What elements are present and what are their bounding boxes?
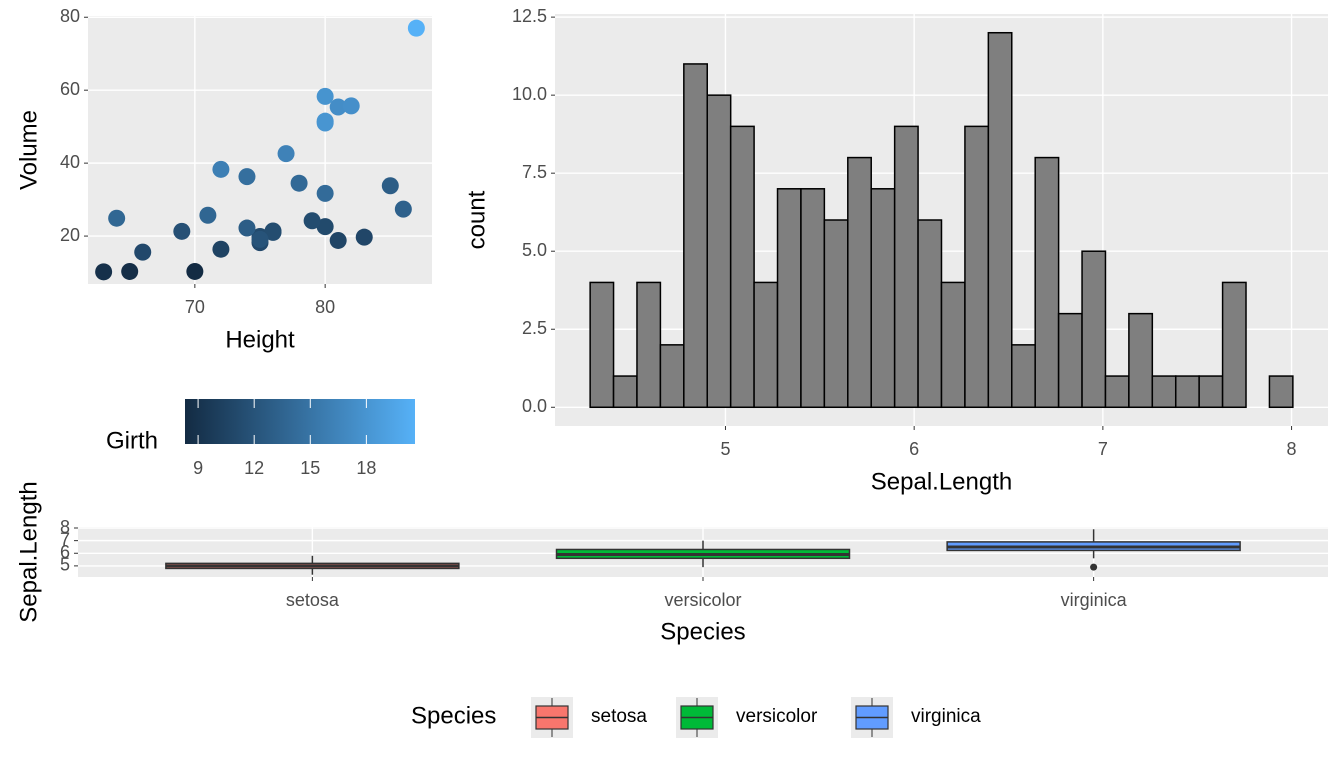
point <box>212 240 230 258</box>
x-tick-label: 8 <box>1287 439 1297 459</box>
point <box>342 97 360 115</box>
y-tick-label: 5.0 <box>522 240 547 260</box>
bar <box>589 281 615 409</box>
y-tick-label: 0.0 <box>522 396 547 416</box>
y-axis-title: Sepal.Length <box>15 481 42 622</box>
point <box>329 98 347 116</box>
x-tick-label: 70 <box>185 297 205 317</box>
bar <box>1198 375 1224 409</box>
x-axis-title: Species <box>660 618 745 645</box>
x-axis-title: Sepal.Length <box>871 468 1012 495</box>
y-tick-label: 60 <box>60 79 80 99</box>
bar <box>1057 312 1083 409</box>
colorbar-label: 18 <box>356 458 376 478</box>
bar <box>729 125 755 409</box>
point <box>290 174 308 192</box>
legend-label: setosa <box>591 706 647 727</box>
y-tick-label: 6 <box>60 542 70 562</box>
x-axis-title: Height <box>225 326 295 353</box>
bar <box>1081 250 1107 409</box>
bar <box>683 63 708 409</box>
colorbar-label: 15 <box>300 458 320 478</box>
x-tick-label: 6 <box>909 439 919 459</box>
point <box>95 263 113 281</box>
point <box>186 262 204 280</box>
bar <box>917 219 943 409</box>
bar <box>893 125 919 409</box>
point <box>121 262 139 280</box>
y-tick-label: 40 <box>60 152 80 172</box>
y-tick-label: 2.5 <box>522 318 547 338</box>
bar <box>776 188 802 409</box>
bar <box>1011 344 1036 409</box>
bar <box>964 125 990 409</box>
bar <box>800 188 826 409</box>
bar <box>1268 375 1294 409</box>
x-tick-label: setosa <box>286 590 340 610</box>
point <box>316 184 334 202</box>
y-tick-label: 80 <box>60 6 80 26</box>
x-tick-label: 7 <box>1098 439 1108 459</box>
outlier <box>1090 563 1098 571</box>
point <box>329 231 347 249</box>
point <box>277 145 295 163</box>
point <box>108 209 126 227</box>
legend-title: Girth <box>106 427 158 454</box>
point <box>238 219 256 237</box>
bar <box>1034 156 1060 409</box>
point <box>134 243 152 261</box>
bar <box>940 281 966 409</box>
bar <box>1174 375 1200 409</box>
y-tick-label: 7.5 <box>522 162 547 182</box>
point <box>303 212 321 230</box>
y-tick-label: 7 <box>60 529 70 549</box>
y-axis-title: Volume <box>15 110 42 190</box>
bar <box>847 156 872 409</box>
x-tick-label: versicolor <box>664 590 741 610</box>
point <box>199 206 217 224</box>
point <box>238 168 256 186</box>
point <box>355 228 373 246</box>
bar <box>823 219 849 409</box>
legend-title: Species <box>411 702 496 729</box>
x-tick-label: virginica <box>1061 590 1128 610</box>
x-tick-label: 5 <box>720 439 730 459</box>
bar <box>1151 375 1177 409</box>
bar <box>753 281 779 409</box>
bar <box>659 344 685 409</box>
bar <box>706 94 732 409</box>
point <box>264 222 282 240</box>
point <box>316 87 334 105</box>
y-tick-label: 20 <box>60 225 80 245</box>
colorbar-label: 12 <box>244 458 264 478</box>
x-tick-label: 80 <box>315 297 335 317</box>
y-tick-label: 10.0 <box>512 84 547 104</box>
bar <box>1104 375 1130 409</box>
bar <box>987 31 1013 409</box>
point <box>212 160 230 178</box>
legend-label: virginica <box>911 706 981 727</box>
point <box>394 200 412 218</box>
legend-label: versicolor <box>736 706 818 727</box>
bar <box>636 281 662 409</box>
colorbar-label: 9 <box>193 458 203 478</box>
point <box>173 222 191 240</box>
point <box>316 114 334 132</box>
point <box>316 218 334 236</box>
point <box>251 230 269 248</box>
point <box>407 19 425 37</box>
bar <box>612 375 638 409</box>
y-axis-title: count <box>463 190 490 249</box>
bar <box>870 188 896 409</box>
y-tick-label: 12.5 <box>512 6 547 26</box>
y-tick-label: 5 <box>60 555 70 575</box>
point <box>381 177 399 195</box>
colorbar <box>185 399 415 444</box>
y-tick-label: 8 <box>60 517 70 537</box>
bar <box>1221 281 1247 409</box>
bar <box>1128 312 1154 409</box>
